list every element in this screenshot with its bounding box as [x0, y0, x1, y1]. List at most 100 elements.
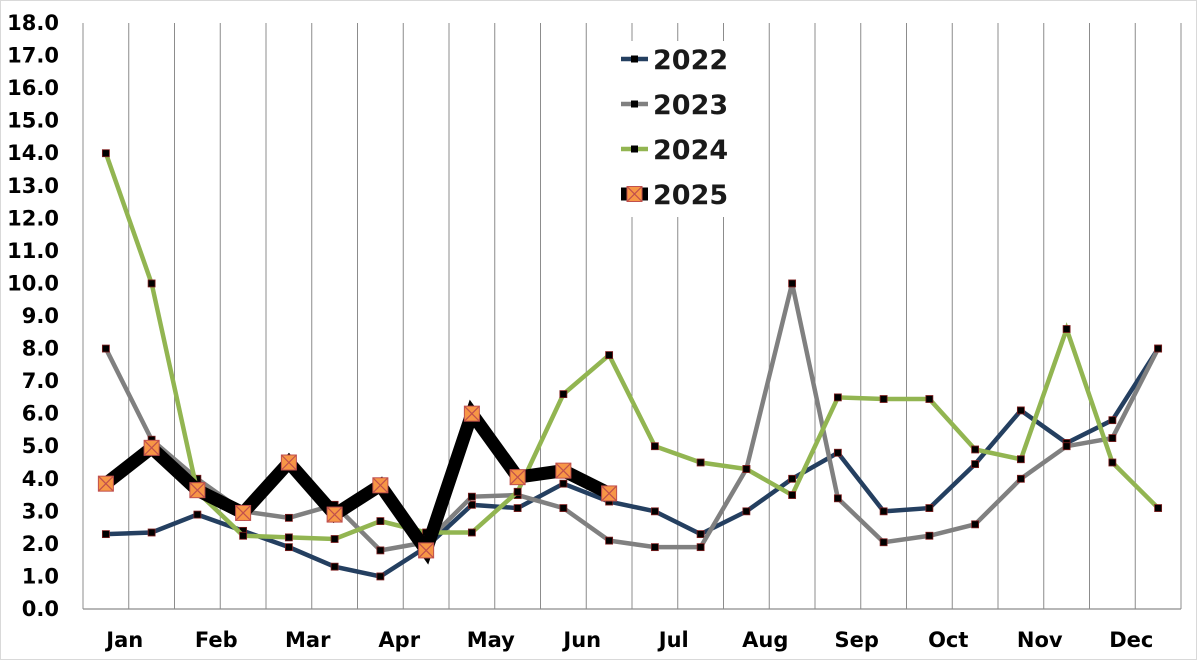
data-point-2024: [239, 531, 248, 540]
data-point-2022: [284, 543, 293, 552]
y-tick-label: 0.0: [22, 597, 59, 621]
data-point-2022: [1108, 416, 1117, 425]
data-point-2024: [1154, 504, 1163, 512]
data-point-2022: [833, 448, 842, 457]
data-point-2023: [1062, 442, 1071, 451]
data-point-2022: [559, 479, 568, 488]
y-tick-label: 17.0: [7, 44, 59, 68]
y-tick-label: 18.0: [7, 11, 59, 35]
data-point-2024: [971, 445, 980, 454]
data-point-mark-2025: [372, 477, 389, 494]
y-tick-label: 3.0: [22, 499, 59, 523]
data-point-2024: [879, 395, 888, 403]
data-point-2023: [879, 538, 888, 547]
y-tick-label: 7.0: [22, 369, 59, 393]
data-point-2023: [376, 546, 385, 555]
x-tick-label: May: [467, 628, 515, 652]
axes: 0.0 1.0 2.0 3.0 4.0 5.0 6.0 7.0 8.0 9.0 10.0 11.0 12…: [7, 11, 1181, 652]
x-tick-label: Jun: [561, 628, 601, 652]
data-point-2022: [925, 504, 934, 512]
y-tick-label: 6.0: [22, 402, 59, 426]
data-point-2023: [559, 504, 568, 512]
legend-label: 2022: [653, 45, 728, 76]
data-point-2022: [879, 507, 888, 516]
data-point-2024: [147, 279, 156, 288]
data-point-2022: [467, 500, 476, 509]
y-tick-label: 2.0: [22, 532, 59, 556]
data-point-2024: [513, 487, 522, 496]
data-point-2022: [1016, 406, 1025, 415]
legend-swatch-marker: [631, 100, 638, 108]
data-point-mark-2025: [555, 462, 572, 479]
data-point-2022: [147, 528, 156, 537]
y-tick-label: 14.0: [7, 141, 59, 165]
x-tick-label: Dec: [1109, 628, 1153, 652]
data-point-mark-2025: [97, 475, 114, 492]
y-tick-label: 1.0: [22, 564, 59, 588]
x-tick-label: Sep: [835, 628, 879, 652]
data-point-2023: [925, 531, 934, 540]
data-point-2024: [605, 351, 614, 359]
legend-label: 2023: [653, 90, 728, 121]
y-tick-label: 8.0: [22, 337, 59, 361]
x-tick-label: Oct: [928, 628, 968, 652]
data-point-2024: [284, 533, 293, 542]
x-tick-label: Jul: [657, 628, 689, 652]
data-point-2024: [559, 390, 568, 399]
data-point-2022: [742, 507, 751, 516]
legend-label: 2024: [653, 135, 728, 166]
y-tick-label: 5.0: [22, 434, 59, 458]
y-tick-label: 4.0: [22, 467, 59, 491]
legend-label: 2025: [653, 180, 728, 211]
series-line-2023: [103, 282, 1161, 553]
data-point-2022: [696, 530, 705, 539]
x-tick-label: Aug: [742, 628, 788, 652]
data-point-mark-2025: [509, 469, 526, 486]
legend-item-2022: 2022: [621, 45, 728, 76]
y-tick-label: 13.0: [7, 174, 59, 198]
legend-swatch-marker: [631, 55, 638, 63]
x-tick-label: Apr: [378, 628, 420, 652]
data-point-mark-2025: [280, 454, 297, 471]
data-point-2023: [696, 543, 705, 552]
y-tick-label: 12.0: [7, 206, 59, 230]
data-point-2024: [467, 528, 476, 537]
data-point-2022: [971, 460, 980, 469]
gridlines: [82, 23, 1182, 609]
data-point-2022: [788, 474, 797, 483]
data-point-2023: [1154, 344, 1163, 353]
data-point-mark-2025: [601, 485, 618, 502]
data-point-2024: [330, 535, 339, 543]
x-tick-label: Mar: [285, 628, 331, 652]
data-point-mark-2025: [326, 506, 343, 523]
data-point-2023: [971, 520, 980, 529]
x-tick-label: Feb: [195, 628, 238, 652]
data-point-2022: [513, 504, 522, 512]
series-2024: [101, 149, 1163, 543]
data-point-2023: [605, 536, 614, 545]
data-point-2022: [330, 562, 339, 571]
legend-swatch-marker: [631, 145, 638, 153]
legend-item-2023: 2023: [621, 90, 728, 121]
data-point-2023: [1016, 474, 1025, 483]
y-tick-label: 10.0: [7, 271, 59, 295]
data-point-mark-2025: [189, 482, 206, 499]
data-point-2023: [467, 492, 476, 501]
y-tick-label: 16.0: [7, 76, 59, 100]
data-point-2024: [742, 465, 751, 473]
legend-item-2025: 2025: [621, 180, 728, 211]
y-tick-label: 11.0: [7, 239, 59, 263]
series-2025: [97, 399, 618, 565]
data-point-2023: [101, 344, 110, 353]
data-point-mark-2025: [235, 505, 252, 521]
data-point-2023: [284, 513, 293, 522]
series-line-2024: [103, 152, 1160, 542]
series-line-2022: [105, 347, 1161, 579]
data-point-2024: [376, 517, 385, 525]
data-point-2024: [1016, 455, 1025, 464]
data-point-2024: [788, 491, 797, 499]
data-point-mark-2025: [463, 405, 480, 422]
y-tick-label: 9.0: [22, 304, 59, 328]
